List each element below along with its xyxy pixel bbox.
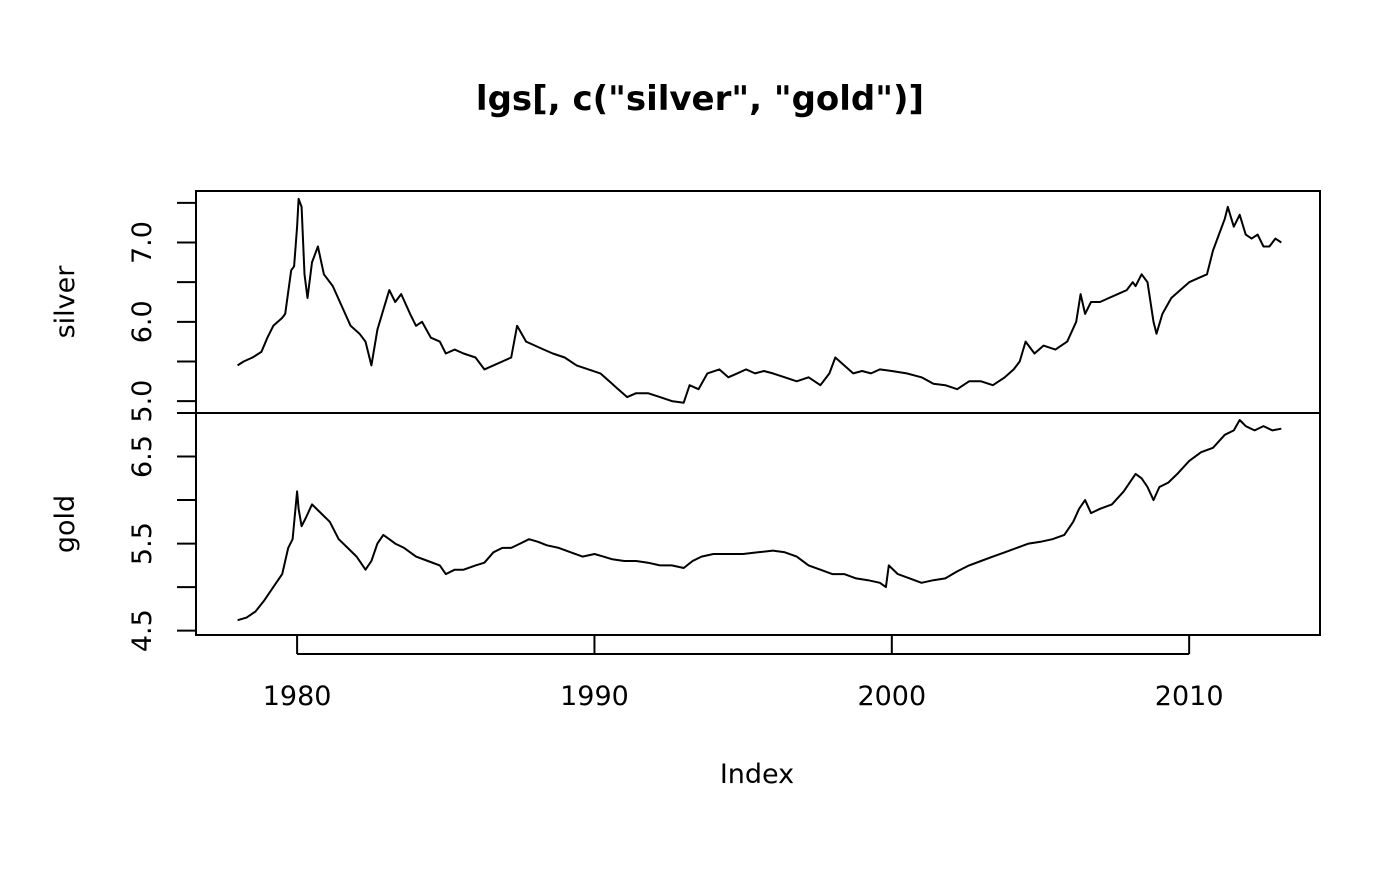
y-tick-label-gold: 6.5 xyxy=(127,435,158,478)
y-tick-label-gold: 5.5 xyxy=(127,522,158,565)
y-axis-label-silver: silver xyxy=(50,265,81,339)
panel-frame-gold xyxy=(195,412,1321,636)
y-tick-label-gold: 4.5 xyxy=(127,609,158,652)
series-line-gold xyxy=(237,419,1282,622)
x-tick-label: 1980 xyxy=(263,681,332,712)
x-tick-label: 2010 xyxy=(1155,681,1224,712)
panel-gold: 4.5 5.5 6.5 gold xyxy=(50,412,1321,652)
y-tick-label-silver: 7.0 xyxy=(127,221,158,264)
series-line-silver xyxy=(237,197,1282,404)
y-tick-label-silver: 5.0 xyxy=(127,380,158,423)
chart-title: lgs[, c("silver", "gold")] xyxy=(476,79,924,119)
y-tick-label-silver: 6.0 xyxy=(127,300,158,343)
x-tick-label: 2000 xyxy=(857,681,926,712)
x-axis: 1980 1990 2000 2010 xyxy=(263,635,1224,712)
panel-silver: 5.0 6.0 7.0 silver xyxy=(50,190,1321,423)
x-axis-label: Index xyxy=(720,759,794,790)
x-tick-label: 1990 xyxy=(560,681,629,712)
y-axis-label-gold: gold xyxy=(50,495,81,553)
